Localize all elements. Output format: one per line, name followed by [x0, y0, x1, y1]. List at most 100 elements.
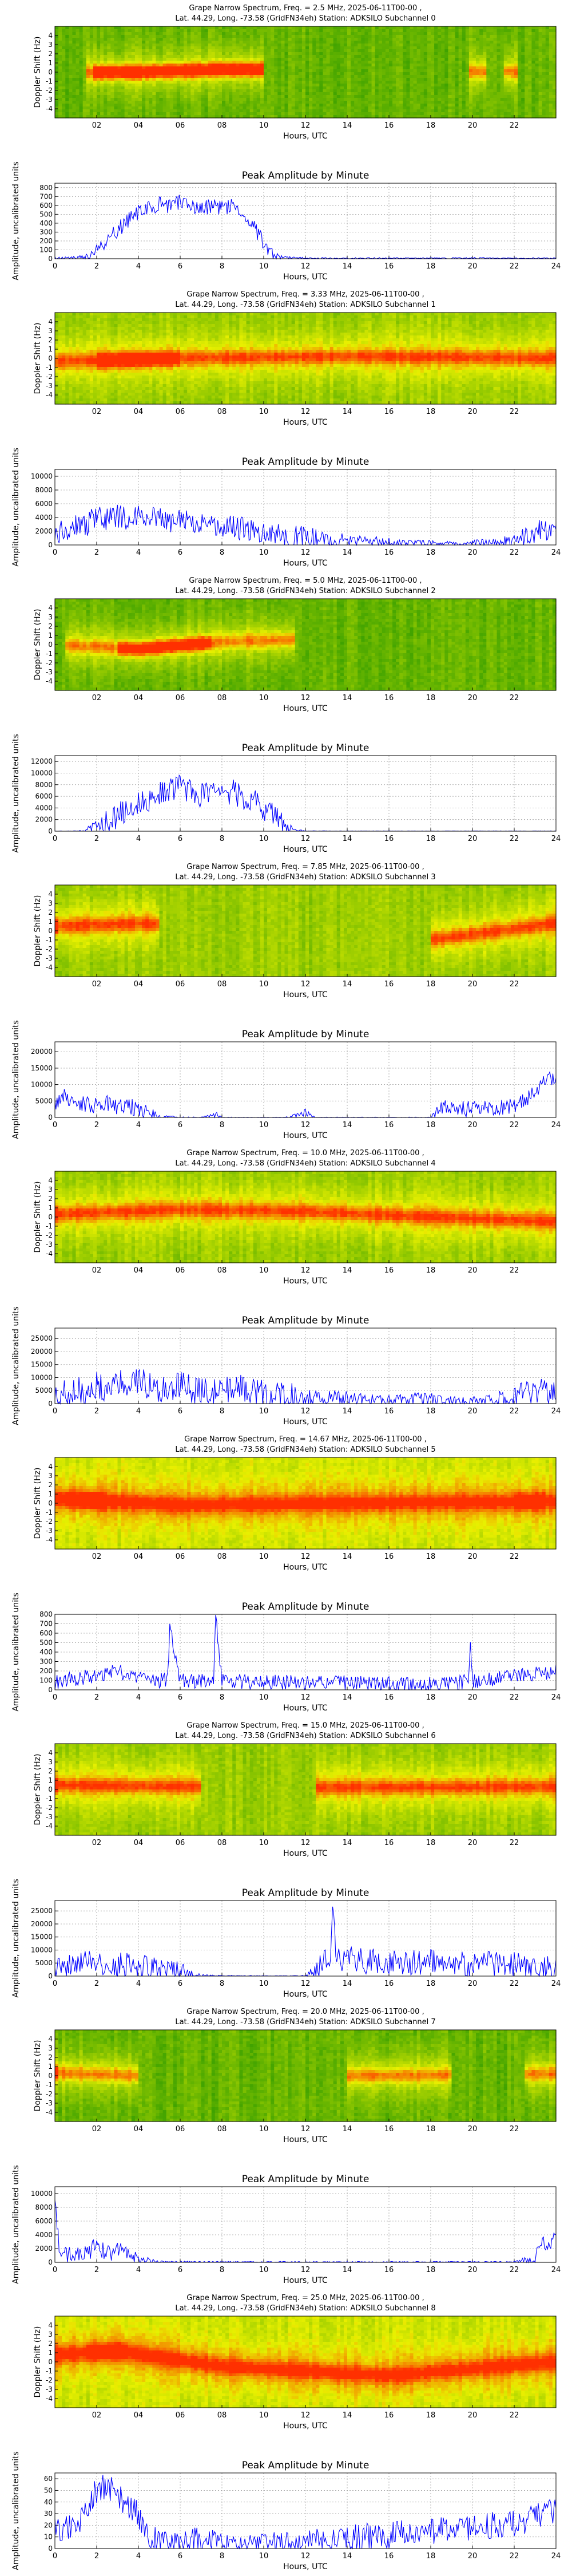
spectrum-cell: [62, 78, 66, 81]
spectrum-cell: [55, 106, 59, 110]
spectrum-cell: [274, 69, 278, 73]
spectrum-cell: [232, 95, 236, 98]
spectrum-cell: [118, 69, 122, 73]
spectrum-cell: [222, 29, 226, 33]
spectrum-cell: [292, 72, 296, 76]
spectrum-cell: [225, 95, 229, 98]
spectrum-cell: [330, 35, 334, 38]
spectrum-cell: [177, 104, 181, 107]
spectrum-cell: [72, 106, 76, 110]
spectrum-cell: [271, 61, 275, 64]
spectrum-cell: [208, 89, 212, 93]
spectrum-cell: [76, 26, 80, 30]
spectrum-cell: [149, 106, 153, 110]
spectrum-cell: [173, 106, 177, 110]
spectrum-cell: [180, 98, 184, 101]
spectrum-cell: [205, 104, 209, 107]
spectrum-cell: [375, 41, 379, 44]
spectrum-cell: [132, 92, 136, 96]
spectrum-cell: [149, 78, 153, 81]
spectrum-cell: [285, 106, 289, 110]
spectrum-cell: [62, 58, 66, 61]
spectrum-cell: [274, 106, 278, 110]
spectrum-cell: [260, 69, 264, 73]
spectrum-cell: [250, 66, 254, 70]
spectrum-cell: [222, 81, 226, 84]
spectrum-cell: [215, 26, 219, 30]
spectrum-cell: [190, 89, 194, 93]
spectrum-cell: [187, 84, 191, 87]
spectrum-cell: [277, 32, 281, 35]
spectrum-cell: [257, 95, 261, 98]
spectrum-cell: [337, 32, 341, 35]
spectrum-cell: [132, 106, 136, 110]
spectrum-cell: [110, 104, 114, 107]
spectrum-cell: [208, 41, 212, 44]
spectrum-cell: [208, 64, 212, 67]
spectrum-cell: [208, 29, 212, 33]
spectrum-cell: [225, 112, 229, 116]
spectrum-cell: [145, 75, 149, 78]
spectrum-cell: [212, 66, 216, 70]
spectrum-cell: [247, 35, 251, 38]
spectrum-cell: [229, 29, 233, 33]
spectrum-cell: [354, 32, 358, 35]
spectrum-cell: [357, 44, 362, 47]
spectrum-cell: [260, 44, 264, 47]
spectrum-cell: [72, 92, 76, 96]
spectrum-cell: [222, 95, 226, 98]
spectrum-cell: [257, 66, 261, 70]
spectrum-cell: [212, 89, 216, 93]
spectrum-cell: [253, 78, 257, 81]
spectrum-cell: [90, 109, 94, 113]
spectrum-cell: [205, 109, 209, 113]
spectrum-cell: [361, 98, 365, 101]
spectrum-cell: [305, 89, 309, 93]
spectrum-cell: [138, 104, 142, 107]
spectrum-cell: [132, 101, 136, 104]
spectrum-cell: [361, 55, 365, 58]
spectrum-cell: [128, 104, 132, 107]
spectrum-cell: [232, 112, 236, 116]
spectrum-cell: [62, 101, 66, 104]
spectrum-cell: [184, 26, 188, 30]
spectrum-cell: [236, 29, 240, 33]
spectrum-cell: [69, 41, 73, 44]
spectrum-cell: [333, 44, 337, 47]
spectrum-cell: [295, 26, 299, 30]
spectrum-cell: [330, 49, 334, 53]
spectrum-cell: [274, 109, 278, 113]
spectrum-cell: [333, 109, 337, 113]
spectrum-cell: [312, 86, 316, 90]
spectrum-cell: [118, 72, 122, 76]
spectrum-cell: [145, 78, 149, 81]
spectrum-cell: [219, 41, 223, 44]
spectrum-cell: [97, 81, 101, 84]
spectrum-cell: [351, 89, 355, 93]
spectrum-cell: [323, 46, 327, 50]
spectrum-cell: [97, 66, 101, 70]
spectrum-cell: [65, 32, 69, 35]
spectrum-cell: [145, 61, 149, 64]
spectrum-cell: [333, 86, 337, 90]
spectrum-cell: [368, 95, 372, 98]
spectrum-cell: [135, 84, 139, 87]
spectrum-cell: [163, 89, 167, 93]
spectrum-cell: [69, 61, 73, 64]
spectrum-cell: [253, 92, 257, 96]
spectrum-cell: [132, 112, 136, 116]
spectrum-cell: [100, 81, 104, 84]
spectrum-cell: [104, 35, 108, 38]
spectrum-cell: [121, 66, 125, 70]
spectrum-cell: [253, 106, 257, 110]
spectrum-cell: [201, 92, 205, 96]
spectrum-cell: [187, 78, 191, 81]
spectrum-cell: [152, 86, 156, 90]
spectrum-cell: [250, 26, 254, 30]
spectrum-cell: [285, 29, 289, 33]
spectrum-cell: [184, 44, 188, 47]
spectrum-cell: [253, 75, 257, 78]
spectrum-cell: [83, 55, 87, 58]
spectrum-cell: [215, 66, 219, 70]
spectrum-cell: [138, 69, 142, 73]
